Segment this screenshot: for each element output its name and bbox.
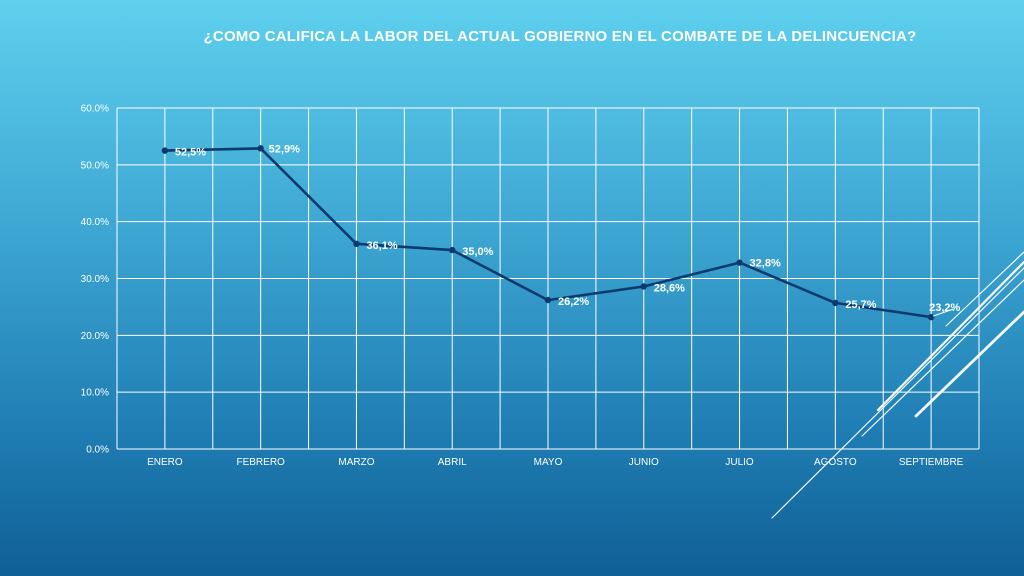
data-labels: 52,5% 52,9% 36,1% 35,0% 26,2% 28,6% 32,8% 25,7%…: [175, 143, 961, 317]
data-point: [832, 299, 839, 307]
x-tick-label: AGOSTO: [814, 457, 857, 468]
decorative-line: [914, 310, 1024, 418]
axes: 0.0% 10.0% 20.0% 30.0% 40.0% 50.0% 60.0% ENERO F…: [81, 104, 964, 469]
data-point: [353, 240, 360, 248]
decorative-line: [861, 279, 1024, 437]
data-point: [449, 246, 456, 254]
data-label: 36,1%: [366, 240, 397, 252]
y-tick-label: 40.0%: [81, 217, 109, 228]
data-label: 23,2%: [929, 302, 960, 314]
data-label: 52,5%: [175, 147, 206, 159]
data-point: [736, 259, 743, 266]
y-tick-label: 60.0%: [81, 104, 109, 115]
x-tick-label: ABRIL: [438, 457, 467, 468]
data-label: 52,9%: [269, 143, 300, 155]
decorative-lines: [771, 251, 1024, 519]
data-label: 32,8%: [750, 258, 781, 270]
data-point: [927, 313, 935, 321]
y-tick-label: 0.0%: [86, 445, 109, 456]
x-tick-label: ENERO: [147, 457, 183, 468]
decorative-line: [945, 251, 1024, 327]
y-tick-label: 50.0%: [81, 160, 109, 171]
x-tick-label: FEBRERO: [236, 457, 285, 468]
data-label: 35,0%: [462, 246, 493, 258]
y-tick-label: 30.0%: [81, 274, 109, 285]
x-tick-label: MAYO: [534, 457, 563, 468]
data-point: [640, 283, 647, 290]
series: [161, 145, 935, 321]
y-tick-label: 10.0%: [81, 388, 109, 399]
grid: [116, 107, 980, 450]
x-tick-label: SEPTIEMBRE: [899, 457, 964, 468]
chart-title: ¿COMO CALIFICA LA LABOR DEL ACTUAL GOBIE…: [203, 28, 917, 45]
data-point: [544, 296, 552, 304]
decorative-line: [771, 267, 1024, 519]
x-tick-label: JULIO: [725, 457, 754, 468]
data-point: [161, 147, 169, 154]
label-leader-line: [932, 308, 954, 317]
y-tick-label: 20.0%: [81, 331, 109, 342]
data-label: 25,7%: [845, 299, 876, 311]
x-tick-label: JUNIO: [629, 457, 659, 468]
x-tick-label: MARZO: [338, 457, 374, 468]
data-label: 26,2%: [558, 296, 589, 308]
data-point: [257, 145, 264, 152]
decorative-line: [876, 260, 1024, 412]
data-label: 28,6%: [654, 282, 685, 294]
